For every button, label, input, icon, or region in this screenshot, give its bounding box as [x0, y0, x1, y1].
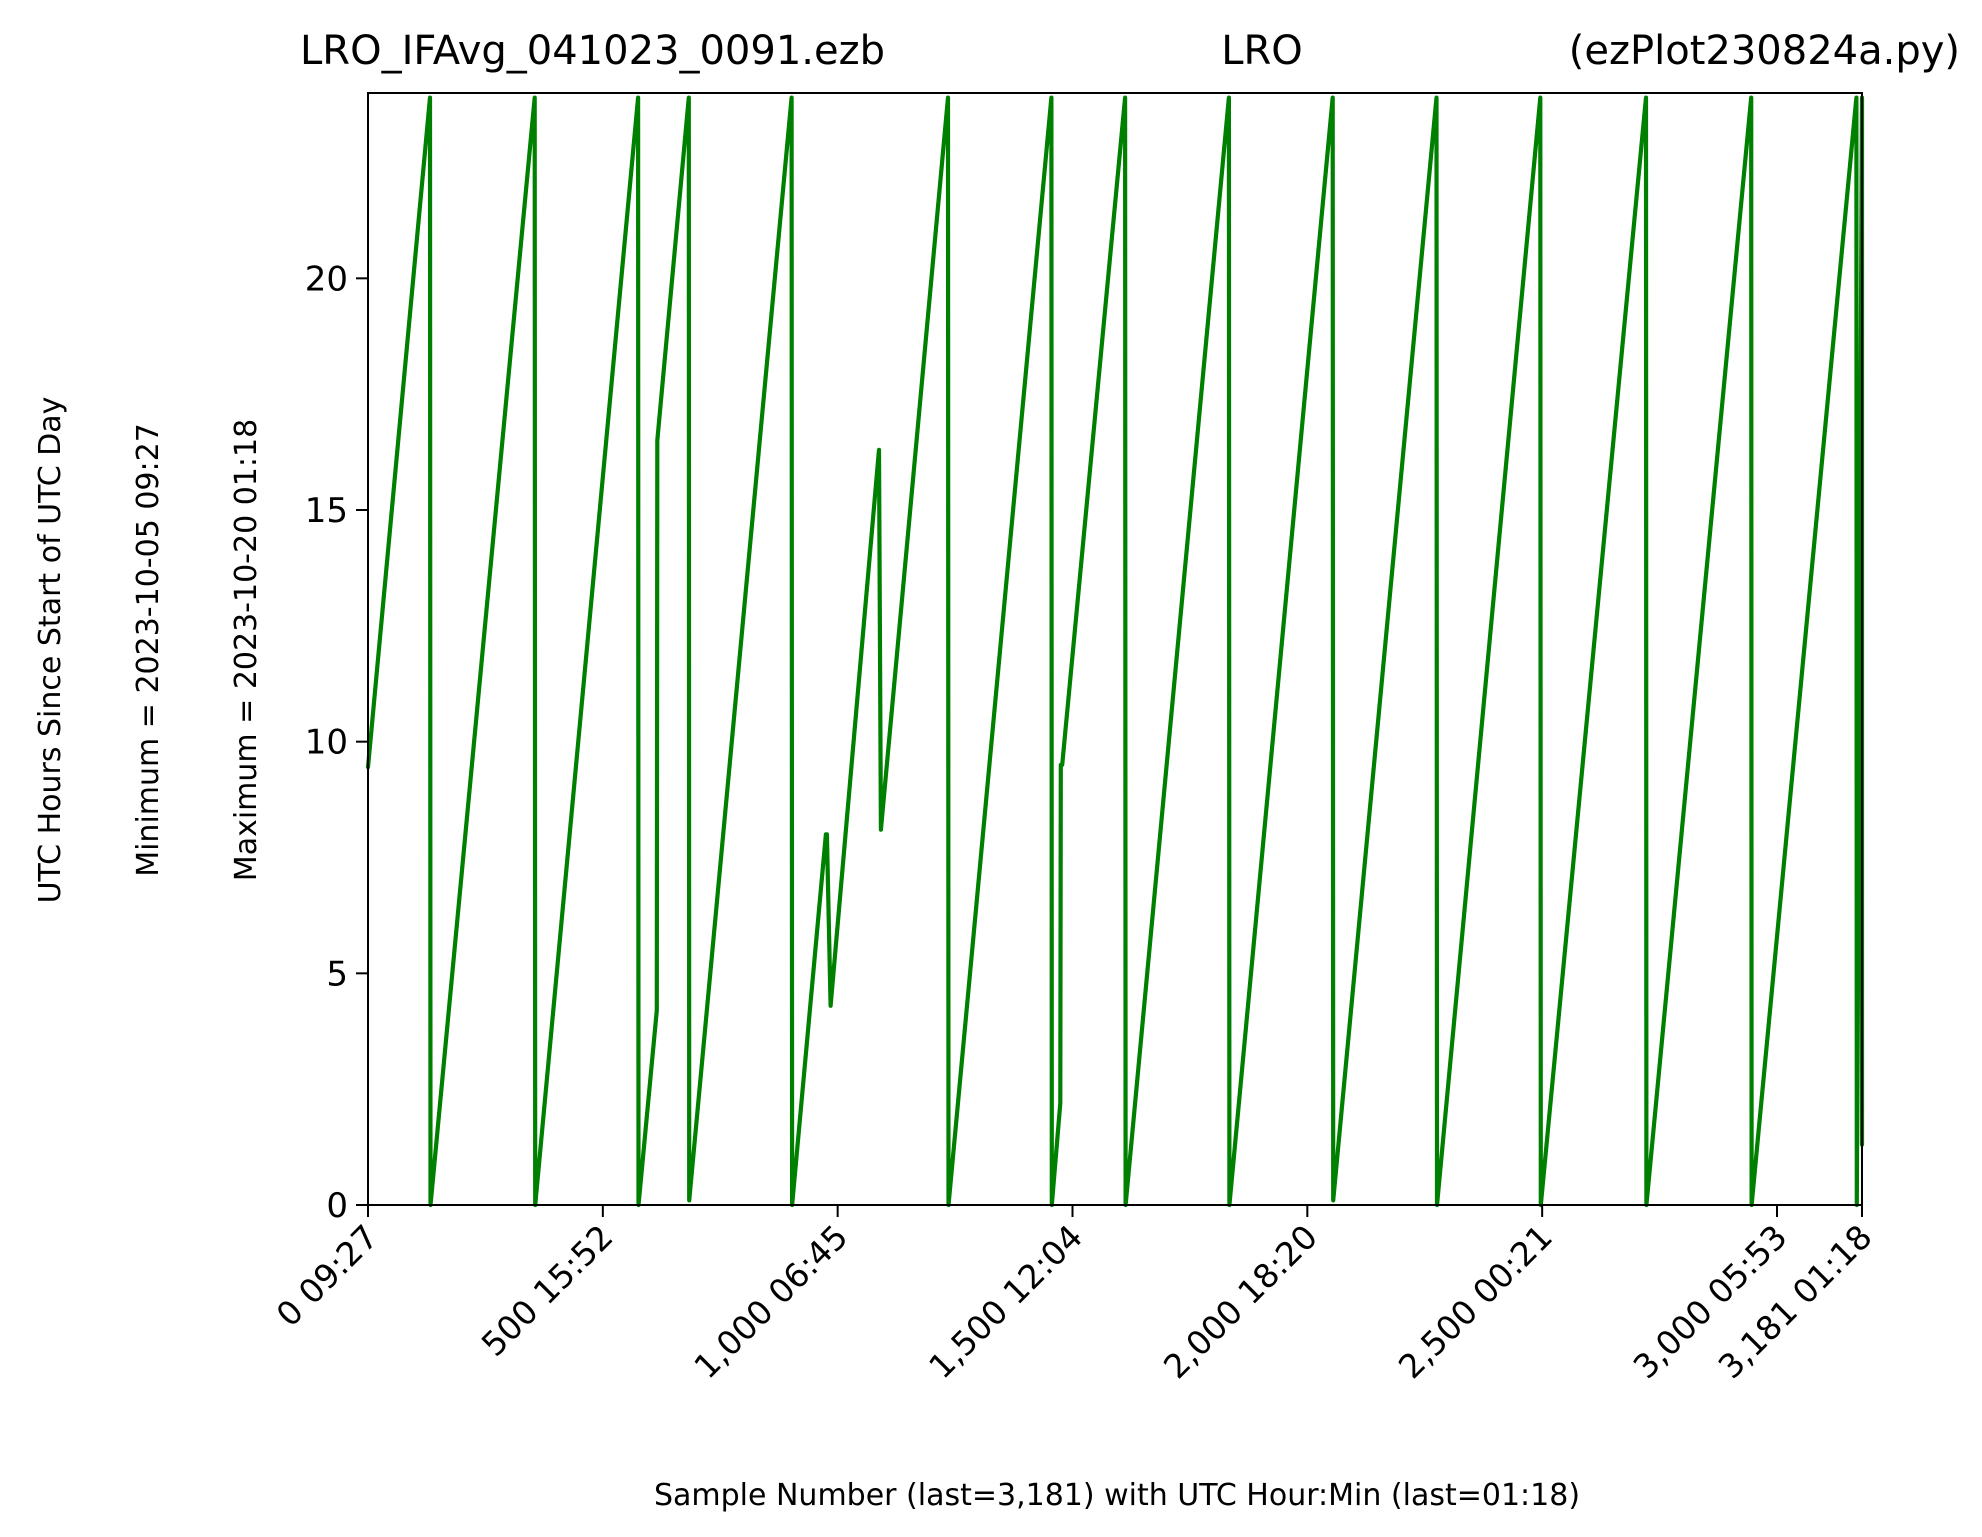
y-axis-label-maximum: Maximum = 2023-10-20 01:18	[229, 419, 264, 881]
y-axis-label: UTC Hours Since Start of UTC Day	[33, 397, 68, 904]
y-tick-label: 5	[326, 954, 348, 994]
series-line-0	[365, 95, 1865, 1208]
x-tick-label: 2,500 00:21	[1391, 1217, 1560, 1386]
x-tick-label: 0 09:27	[269, 1217, 386, 1334]
chart-title-center: LRO	[1221, 28, 1303, 74]
x-tick-label: 500 15:52	[474, 1217, 621, 1364]
chart-title-left: LRO_IFAvg_041023_0091.ezb	[300, 28, 885, 74]
x-axis-label: Sample Number (last=3,181) with UTC Hour…	[654, 1478, 1580, 1513]
plot-area: 0 5 10 15 20 0 09:27 500 15:52 1,000 06:45 1,500…	[269, 92, 1880, 1386]
y-tick-label: 0	[326, 1186, 348, 1226]
y-tick-label: 20	[305, 259, 348, 299]
y-tick-label: 10	[305, 723, 348, 763]
chart-title-right: (ezPlot230824a.py)	[1569, 28, 1960, 74]
x-tick-label: 1,000 06:45	[686, 1217, 855, 1386]
y-tick-label: 15	[305, 491, 348, 531]
y-axis-label-minimum: Minimum = 2023-10-05 09:27	[131, 423, 166, 877]
plot-frame	[367, 92, 1863, 1206]
x-tick-label: 2,000 18:20	[1156, 1217, 1325, 1386]
x-tick-label: 1,500 12:04	[921, 1217, 1090, 1386]
